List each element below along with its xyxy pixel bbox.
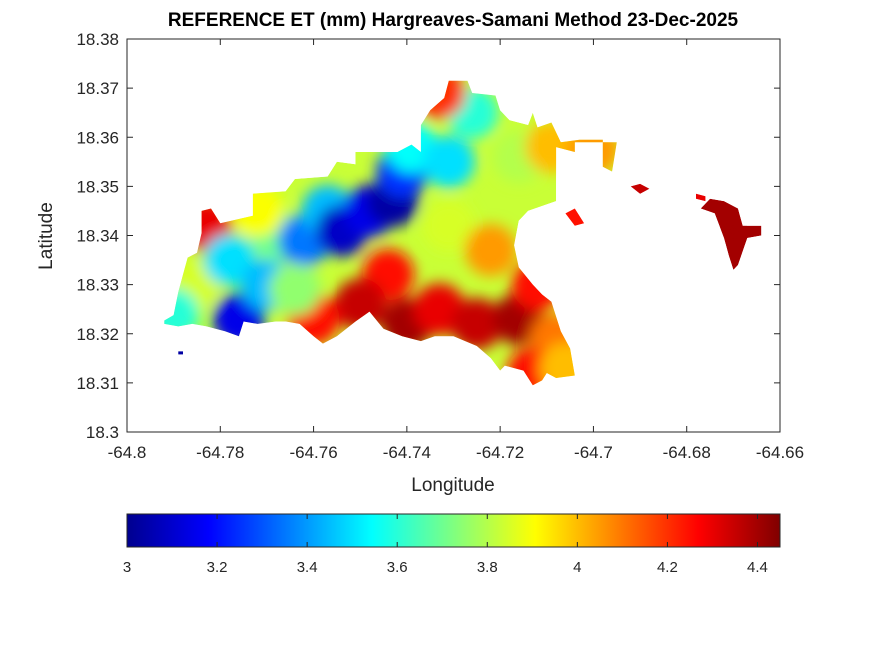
y-tick-label: 18.35 [76, 177, 119, 196]
colorbar-tick-label: 4.2 [657, 559, 678, 576]
et-sample-point [268, 263, 321, 316]
et-sample-point [721, 218, 746, 243]
x-tick-label: -64.68 [663, 443, 711, 462]
et-sample-point [422, 199, 475, 252]
colorbar-tick-label: 4.4 [747, 559, 768, 576]
map-region [565, 208, 585, 226]
colorbar-tick-label: 4 [573, 559, 581, 576]
y-axis-label: Latitude [36, 202, 57, 270]
colorbar [126, 513, 781, 548]
y-tick-label: 18.32 [76, 325, 119, 344]
colorbar-ticks: 3 3.2 3.4 3.6 3.8 4 4.2 4.4 [123, 514, 768, 576]
y-tick-label: 18.31 [76, 374, 119, 393]
y-tick-label: 18.34 [76, 227, 119, 246]
map-region [178, 351, 183, 355]
x-tick-label: -64.72 [476, 443, 524, 462]
et-sample-point [565, 208, 585, 226]
et-sample-point [630, 183, 650, 194]
et-sample-point [422, 135, 475, 188]
x-tick-label: -64.78 [196, 443, 244, 462]
colorbar-tick-label: 3.4 [297, 559, 318, 576]
x-axis-ticks: -64.8 -64.78 -64.76 -64.74 -64.72 -64.7 -64.68… [108, 39, 804, 462]
x-axis-label: Longitude [411, 475, 494, 496]
et-sample-point [178, 351, 183, 355]
colorbar-tick-label: 3.2 [207, 559, 228, 576]
y-tick-label: 18.36 [76, 128, 119, 147]
x-tick-label: -64.74 [383, 443, 431, 462]
et-sample-point [539, 342, 592, 386]
map-region [700, 198, 762, 270]
x-tick-label: -64.66 [756, 443, 804, 462]
colorbar-tick-label: 3.6 [387, 559, 408, 576]
map-region [630, 183, 650, 194]
et-sample-point [334, 278, 387, 331]
et-sample-point [567, 123, 617, 176]
map-region [164, 80, 617, 386]
x-tick-label: -64.7 [574, 443, 613, 462]
et-sample-point [464, 224, 517, 277]
y-axis-ticks: 18.3 18.31 18.32 18.33 18.34 18.35 18.36 18.37 1… [76, 30, 780, 442]
y-tick-label: 18.3 [86, 423, 119, 442]
colorbar-tick-label: 3.8 [477, 559, 498, 576]
chart-title: REFERENCE ET (mm) Hargreaves-Samani Meth… [168, 10, 739, 31]
map-region [696, 193, 706, 202]
y-tick-label: 18.33 [76, 276, 119, 295]
et-sample-point [164, 288, 200, 341]
x-tick-label: -64.76 [289, 443, 337, 462]
et-sample-point [231, 184, 284, 237]
y-tick-label: 18.37 [76, 79, 119, 98]
y-tick-label: 18.38 [76, 30, 119, 49]
et-sample-point [511, 258, 564, 311]
et-sample-point [203, 234, 256, 287]
et-sample-point [450, 297, 503, 350]
et-sample-point [413, 80, 466, 119]
et-sample-point [696, 193, 706, 202]
et-map-layer [164, 80, 762, 386]
colorbar-tick-label: 3 [123, 559, 131, 576]
x-tick-label: -64.8 [108, 443, 147, 462]
